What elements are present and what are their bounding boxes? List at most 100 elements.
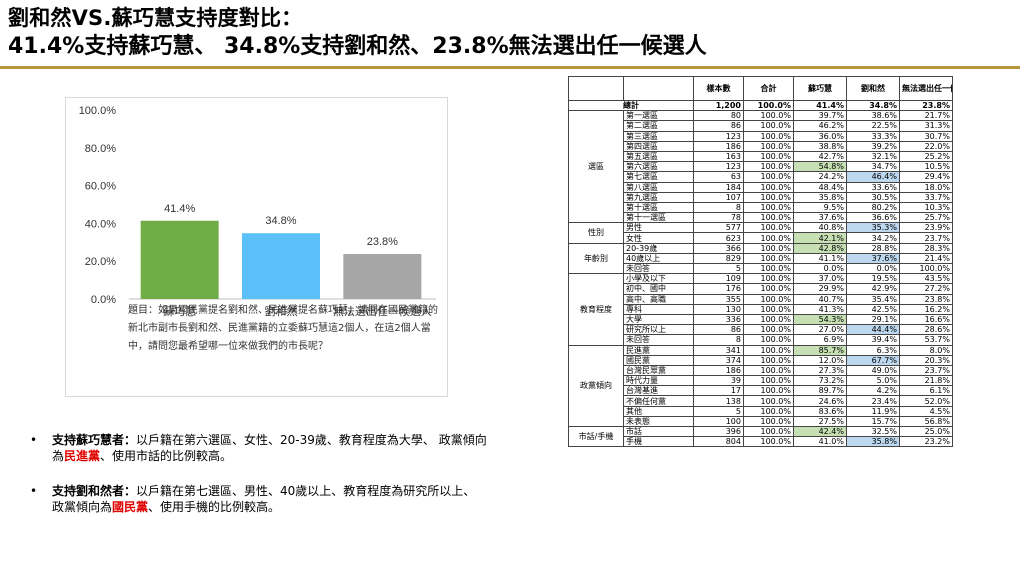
value-cell: 23.8% (899, 293, 953, 305)
value-cell: 100.0% (743, 395, 794, 407)
bar (343, 254, 422, 299)
value-cell: 23.7% (899, 364, 953, 377)
table-row: 第十一選區 78 100.0% 37.6% 36.6% 25.7% (569, 212, 953, 224)
value-cell: 33.7% (899, 191, 953, 203)
value-cell: 19.5% (846, 273, 900, 285)
value-cell: 22.5% (846, 120, 900, 132)
value-cell: 186 (693, 364, 744, 377)
finding-text: 以戶籍在第七選區、男性、40歲以上、教育程度為研究所以上、 政黨傾向為 (52, 484, 476, 514)
finding-text-end: 、使用市話的比例較高。 (100, 449, 233, 463)
table-row: 初中、國中 176 100.0% 29.9% 42.9% 27.2% (569, 283, 953, 295)
row-label-cell: 小學及以下 (623, 273, 694, 285)
value-cell: 23.4% (846, 395, 900, 407)
value-cell: 21.7% (899, 110, 953, 122)
value-cell: 80.2% (846, 201, 900, 214)
value-cell: 42.1% (793, 232, 847, 244)
value-cell: 366 (693, 242, 744, 254)
table-row: 台灣民眾黨 186 100.0% 27.3% 49.0% 23.7% (569, 364, 953, 377)
finding-lead: 支持蘇巧慧者： (52, 433, 137, 447)
value-cell: 100.0% (743, 212, 794, 224)
bullet-dot-icon: • (30, 484, 38, 498)
row-label-cell: 第十選區 (623, 201, 694, 214)
value-cell: 100.0% (743, 191, 794, 203)
value-cell: 54.8% (793, 161, 847, 173)
x-tick-label: 無法選出任一候選人 (333, 304, 432, 318)
row-label-cell: 第四選區 (623, 140, 694, 152)
value-cell: 22.0% (899, 140, 953, 152)
value-cell: 8 (693, 201, 744, 214)
table-row: 時代力量 39 100.0% 73.2% 5.0% 21.8% (569, 375, 953, 387)
value-cell: 39.7% (793, 110, 847, 122)
row-label-cell: 市話 (623, 425, 694, 438)
value-cell: 5 (693, 262, 744, 275)
row-label-cell: 第三選區 (623, 130, 694, 142)
value-cell: 29.1% (846, 313, 900, 326)
value-cell: 123 (693, 161, 744, 173)
value-cell: 46.4% (846, 171, 900, 183)
value-cell: 32.1% (846, 150, 900, 163)
table-header-cell (568, 76, 624, 101)
value-cell: 577 (693, 222, 744, 234)
table-row: 市話/手機 市話 396 100.0% 42.4% 32.5% 25.0% (568, 425, 953, 448)
value-cell: 27.0% (793, 324, 847, 336)
value-cell: 40.7% (793, 293, 847, 305)
value-cell: 100.0% (743, 130, 794, 142)
value-cell: 100.0% (899, 262, 953, 275)
row-label-cell: 民進黨 (623, 344, 694, 356)
finding-party: 民進黨 (64, 449, 101, 463)
value-cell: 163 (693, 150, 744, 163)
row-label-cell: 40歲以上 (623, 252, 694, 265)
total-value-cell: 23.8% (899, 99, 953, 112)
table-row: 手機 804 100.0% 41.0% 35.8% 23.2% (569, 436, 953, 448)
value-cell: 37.6% (846, 252, 900, 265)
value-cell: 27.3% (793, 364, 847, 377)
group-label-cell: 年齡別 (568, 242, 624, 275)
value-cell: 56.8% (899, 415, 953, 428)
value-cell: 100.0% (743, 222, 794, 234)
value-cell: 9.5% (793, 201, 847, 214)
value-cell: 49.0% (846, 364, 900, 377)
value-cell: 100.0% (743, 181, 794, 193)
value-cell: 25.2% (899, 150, 953, 163)
total-label-cell: 總計 (568, 99, 694, 112)
table-row: 第九選區 107 100.0% 35.8% 30.5% 33.7% (569, 191, 953, 203)
value-cell: 23.9% (899, 222, 953, 234)
value-cell: 396 (693, 425, 744, 438)
value-cell: 4.5% (899, 405, 953, 417)
x-tick-label: 劉和然 (265, 304, 298, 318)
row-label-cell: 第七選區 (623, 171, 694, 183)
value-cell: 21.8% (899, 375, 953, 387)
y-tick-label: 40.0% (85, 218, 116, 230)
row-label-cell: 未回答 (623, 334, 694, 346)
value-cell: 48.4% (793, 181, 847, 193)
table-header-cell: 樣本數 (693, 76, 744, 101)
value-cell: 23.7% (899, 232, 953, 244)
bar-value-label: 34.8% (265, 215, 296, 227)
value-cell: 54.3% (793, 313, 847, 326)
row-label-cell: 台灣民眾黨 (623, 364, 694, 377)
value-cell: 100.0% (743, 201, 794, 214)
value-cell: 42.8% (793, 242, 847, 254)
table-row: 未表態 100 100.0% 27.5% 15.7% 56.8% (569, 415, 953, 428)
value-cell: 80 (693, 110, 744, 122)
value-cell: 176 (693, 283, 744, 295)
total-value-cell: 41.4% (793, 99, 847, 112)
value-cell: 138 (693, 395, 744, 407)
table-row: 選區 第一選區 80 100.0% 39.7% 38.6% 21.7% (568, 110, 953, 224)
group-label-cell: 政黨傾向 (568, 344, 624, 427)
value-cell: 100.0% (743, 354, 794, 366)
value-cell: 35.4% (846, 293, 900, 305)
value-cell: 130 (693, 303, 744, 315)
table-row: 未回答 5 100.0% 0.0% 0.0% 100.0% (569, 262, 953, 275)
value-cell: 100.0% (743, 140, 794, 152)
value-cell: 100.0% (743, 334, 794, 346)
value-cell: 10.5% (899, 161, 953, 173)
value-cell: 37.6% (793, 212, 847, 224)
value-cell: 8.0% (899, 344, 953, 356)
table-header-cell: 無法選出任一候選人 (899, 76, 953, 101)
value-cell: 100.0% (743, 262, 794, 275)
value-cell: 33.3% (846, 130, 900, 142)
table-header-cell: 劉和然 (846, 76, 900, 101)
value-cell: 42.9% (846, 283, 900, 295)
table-row: 第二選區 86 100.0% 46.2% 22.5% 31.3% (569, 120, 953, 132)
